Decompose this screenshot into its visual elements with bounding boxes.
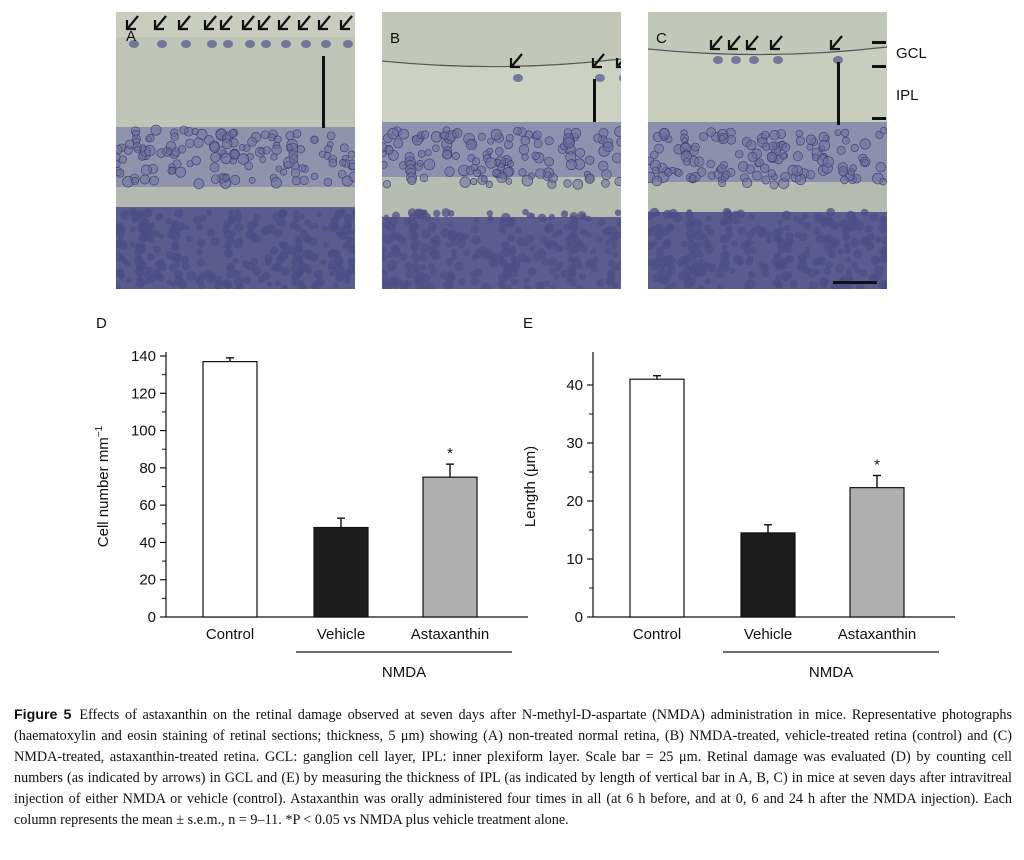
y-tick-label: 120 [131, 385, 156, 402]
y-tick-label: 20 [566, 493, 583, 510]
retina-photo-a: A [116, 12, 355, 289]
chart-e: E 0 10 20 30 40 Length (μm) Control Vehicle Astax… [515, 310, 975, 690]
gcl-cell-arrows [709, 35, 843, 51]
panel-letter-b: B [390, 30, 401, 47]
bar-control [629, 378, 685, 618]
significance-marker: * [874, 456, 880, 473]
x-tick-label: Vehicle [317, 626, 365, 643]
stained-cells [116, 40, 355, 289]
y-tick-label: 0 [148, 609, 156, 626]
bar-control [202, 360, 258, 618]
label-gcl: GCL [896, 45, 927, 62]
caption-label: Figure 5 [14, 707, 72, 723]
bar-astaxanthin [849, 487, 905, 618]
label-ipl: IPL [896, 87, 919, 104]
bar-vehicle [740, 532, 796, 618]
y-tick-label: 0 [575, 609, 583, 626]
caption-text: Effects of astaxanthin on the retinal da… [14, 707, 1012, 828]
y-tick-label: 20 [139, 572, 156, 589]
group-label: NMDA [382, 664, 426, 681]
x-tick-label: Control [206, 626, 254, 643]
chart-panel-label: E [523, 315, 533, 332]
panel-letter-a: A [126, 28, 137, 45]
ipl-thickness-bar [593, 79, 596, 122]
group-label: NMDA [809, 664, 853, 681]
ipl-thickness-bar [837, 62, 840, 125]
y-tick-label: 40 [566, 377, 583, 394]
y-tick-label: 40 [139, 534, 156, 551]
panel-letter-c: C [656, 30, 667, 47]
stained-cells [648, 56, 887, 289]
figure-caption: Figure 5 Effects of astaxanthin on the re… [14, 705, 1012, 831]
retina-photo-b: B [382, 12, 621, 289]
gcl-cell-arrows [125, 15, 353, 31]
chart-panel-label: D [96, 315, 107, 332]
y-tick-label: 80 [139, 460, 156, 477]
chart-d: D 0 20 40 60 80 100 120 140 Cell number mm−1 Contr… [88, 310, 548, 690]
scale-bar [833, 281, 877, 284]
x-tick-label: Vehicle [744, 626, 792, 643]
y-axis-label: Length (μm) [522, 446, 539, 527]
x-tick-label: Control [633, 626, 681, 643]
bar-vehicle [313, 526, 369, 618]
stained-cells [382, 74, 621, 289]
bar-astaxanthin [422, 476, 478, 618]
ipl-thickness-bar [322, 56, 325, 128]
layer-markers [872, 41, 886, 120]
y-tick-label: 60 [139, 497, 156, 514]
x-tick-label: Astaxanthin [838, 626, 916, 643]
y-tick-label: 100 [131, 423, 156, 440]
retina-photo-c: C [648, 12, 887, 289]
x-tick-label: Astaxanthin [411, 626, 489, 643]
significance-marker: * [447, 445, 453, 462]
y-tick-label: 140 [131, 348, 156, 365]
y-tick-label: 30 [566, 435, 583, 452]
y-axis-label: Cell number mm−1 [94, 425, 112, 547]
y-tick-label: 10 [566, 551, 583, 568]
gcl-cell-arrows [509, 53, 621, 69]
